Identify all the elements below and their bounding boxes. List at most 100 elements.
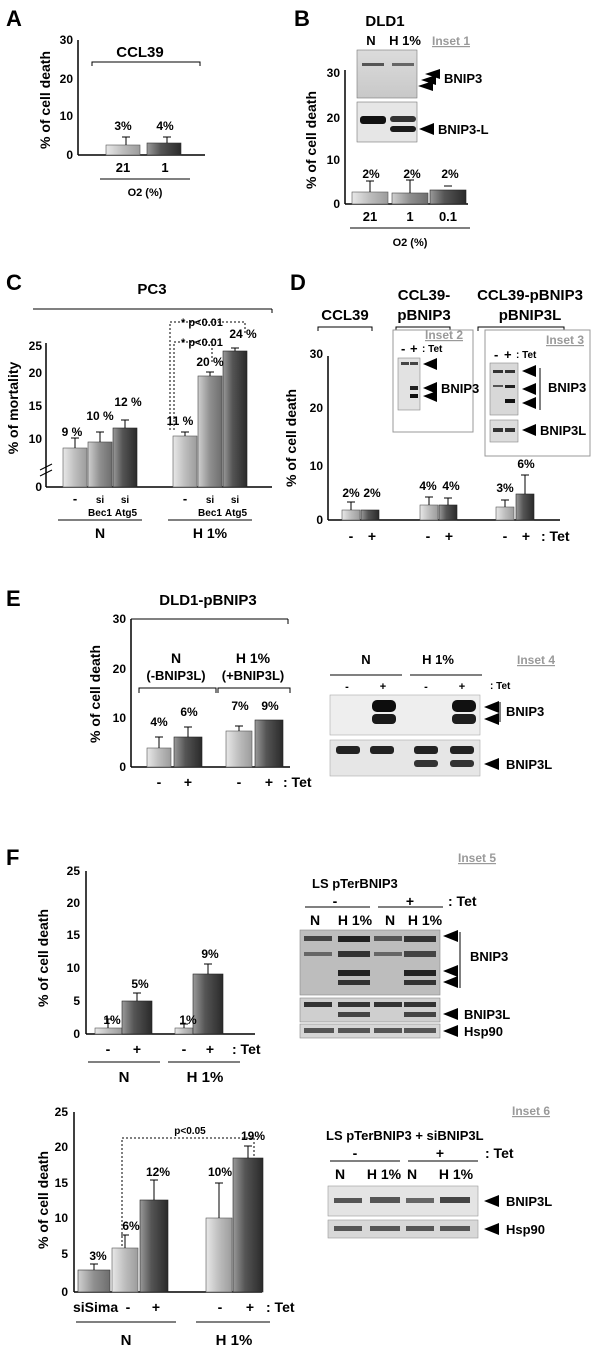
inset-label: Inset 5	[458, 851, 496, 865]
panel-e: E DLD1-pBNIP3 % of cell death 30 20 10 0…	[6, 586, 555, 790]
tick-label: 0	[35, 480, 42, 494]
data-label: 9 %	[62, 425, 83, 439]
bar	[77, 1269, 111, 1293]
data-label: 3%	[114, 119, 132, 133]
sisima-label: siSima	[73, 1299, 118, 1315]
svg-text:-: -	[73, 491, 77, 506]
svg-text:-: -	[106, 1041, 111, 1057]
x-axis-label: O2 (%)	[128, 187, 163, 199]
tick-label: 15	[55, 1176, 69, 1190]
y-axis-label: % of cell death	[87, 645, 103, 743]
band-label: BNIP3	[444, 71, 482, 86]
tick-label: 0	[66, 148, 73, 162]
data-label: 2%	[342, 486, 360, 500]
blot-title: LS pTerBNIP3	[312, 876, 398, 891]
bar	[87, 441, 113, 488]
category-label: 0.1	[439, 209, 457, 224]
svg-text:+: +	[246, 1299, 254, 1315]
data-label: 3%	[496, 481, 514, 495]
svg-text:H 1%: H 1%	[439, 1166, 474, 1182]
tick-label: 20	[67, 896, 81, 910]
tet-label: : Tet	[283, 774, 312, 790]
data-label: 4%	[156, 119, 174, 133]
bar	[495, 506, 515, 521]
bar	[112, 427, 138, 488]
bar	[391, 192, 429, 205]
y-axis-label: % of cell death	[35, 1151, 51, 1249]
data-label: 9%	[261, 699, 279, 713]
tick-label: 0	[73, 1027, 80, 1041]
bar	[174, 1027, 194, 1035]
tick-label: 10	[67, 961, 81, 975]
svg-text:H 1%: H 1%	[338, 912, 373, 928]
data-label: 6%	[180, 705, 198, 719]
y-axis-label: % of cell death	[303, 91, 319, 189]
bar	[515, 493, 535, 521]
data-label: 1%	[103, 1013, 121, 1027]
bar	[139, 1199, 169, 1293]
panel-d: D CCL39 CCL39- pBNIP3 CCL39-pBNIP3 pBNIP…	[283, 270, 591, 544]
panel-b: B DLD1 % of cell death 30 20 10 0 N H 1%…	[294, 6, 489, 249]
svg-text:N: N	[335, 1166, 345, 1182]
svg-text:(-BNIP3L): (-BNIP3L)	[146, 668, 205, 683]
tick-label: 20	[60, 72, 74, 86]
data-label: 12 %	[114, 395, 142, 409]
svg-text:pBNIP3: pBNIP3	[397, 307, 450, 324]
panel-label: E	[6, 586, 21, 611]
bar	[360, 509, 380, 521]
data-label: 4%	[442, 479, 460, 493]
svg-text:+: +	[504, 347, 512, 362]
tick-label: 25	[29, 339, 43, 353]
panel-label: C	[6, 270, 22, 295]
bar	[173, 736, 203, 768]
tick-label: 30	[113, 612, 127, 626]
inset-label: Inset 3	[546, 333, 584, 347]
svg-text:+: +	[184, 774, 192, 790]
bar	[419, 504, 439, 521]
y-axis-label: % of cell death	[37, 51, 53, 149]
svg-text:: Tet: : Tet	[422, 344, 443, 355]
bar	[351, 191, 389, 205]
y-axis-label: % of cell death	[283, 389, 299, 487]
data-label: 1%	[179, 1013, 197, 1027]
svg-text:CCL39-pBNIP3: CCL39-pBNIP3	[477, 287, 583, 304]
svg-text:+: +	[522, 528, 530, 544]
band-label: BNIP3	[470, 949, 508, 964]
data-label: 19%	[241, 1129, 265, 1143]
panel-f-bottom: % of cell death 25 20 15 10 5 0 p<0.05 3…	[35, 1104, 552, 1349]
svg-text:+: +	[406, 893, 414, 909]
svg-text:+: +	[436, 1145, 444, 1161]
data-label: 3%	[89, 1249, 107, 1263]
chart-title: DLD1	[365, 13, 404, 30]
bar	[232, 1157, 264, 1293]
panel-label: D	[290, 270, 306, 295]
data-label: 6%	[517, 457, 535, 471]
bar	[121, 1000, 153, 1035]
tick-label: 0	[316, 513, 323, 527]
svg-text:-: -	[349, 528, 354, 544]
svg-text:-: -	[401, 341, 405, 356]
svg-text:+: +	[133, 1041, 141, 1057]
data-label: 2%	[363, 486, 381, 500]
svg-text:si: si	[206, 495, 215, 506]
tick-label: 20	[29, 366, 43, 380]
svg-text:Atg5: Atg5	[225, 508, 248, 519]
tick-label: 10	[327, 153, 341, 167]
category-label: 21	[116, 160, 130, 175]
tick-label: 20	[327, 111, 341, 125]
tick-label: 20	[310, 401, 324, 415]
band-label: BNIP3-L	[438, 122, 489, 137]
bar	[94, 1027, 123, 1035]
data-label: 9%	[201, 947, 219, 961]
data-label: 11 %	[167, 414, 194, 428]
svg-text:H 1%: H 1%	[367, 1166, 402, 1182]
lane-label: H 1%	[389, 33, 421, 48]
significance-label: * p<0.01	[181, 317, 223, 329]
data-label: 2%	[362, 167, 380, 181]
tick-label: 20	[113, 662, 127, 676]
svg-text:-: -	[345, 681, 349, 693]
svg-text:: Tet: : Tet	[516, 350, 537, 361]
tick-label: 10	[29, 432, 43, 446]
tick-label: 25	[55, 1105, 69, 1119]
inset-label: Inset 2	[425, 328, 463, 342]
